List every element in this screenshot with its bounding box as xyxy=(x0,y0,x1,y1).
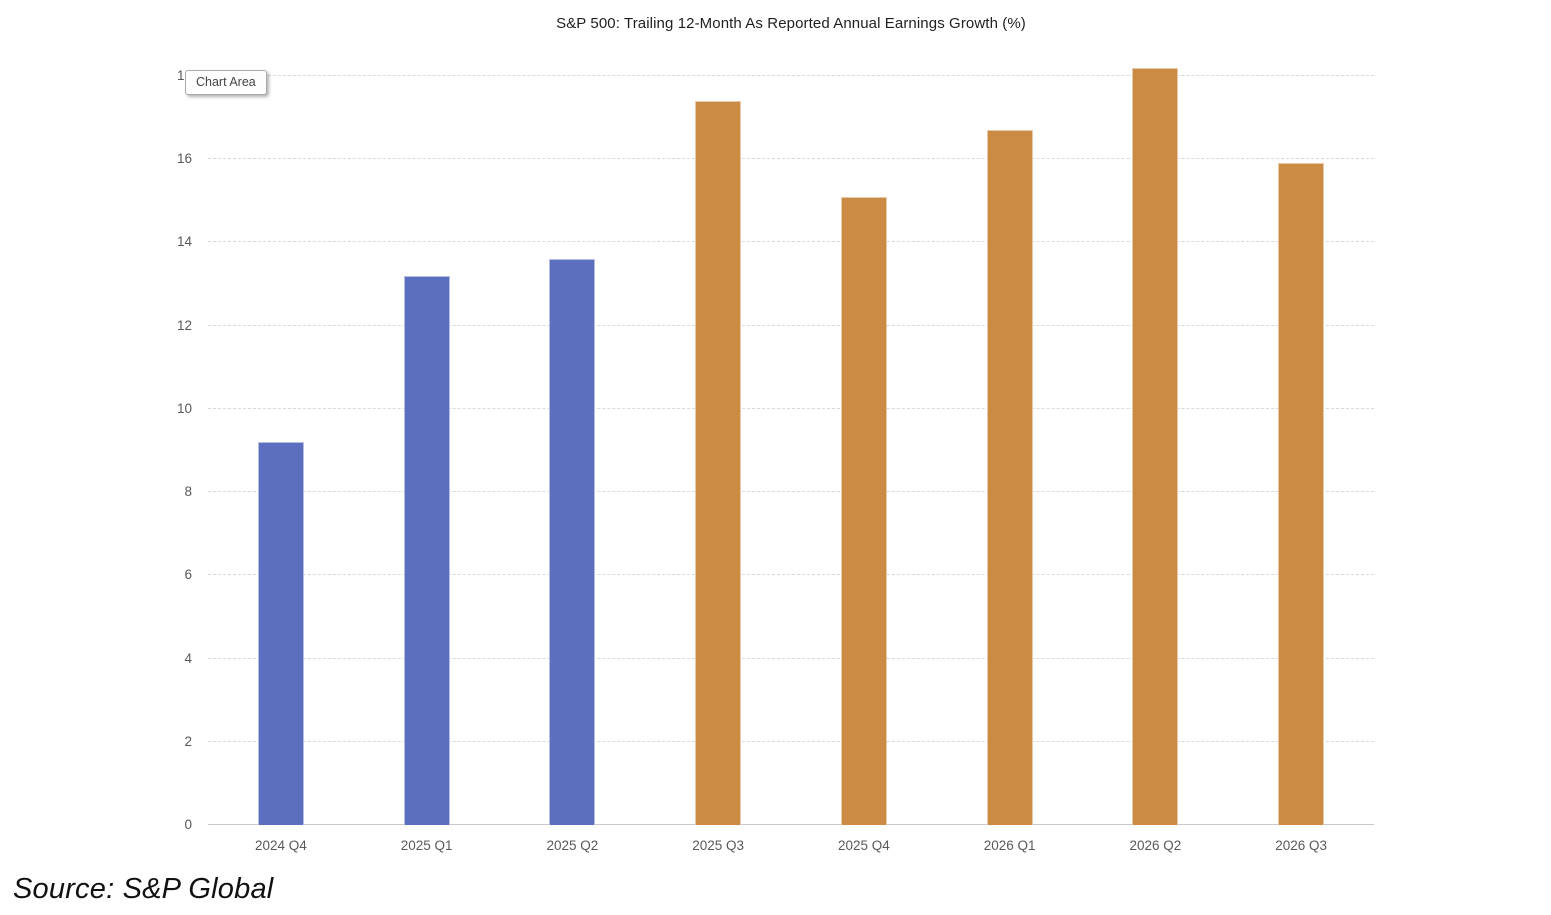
chart-area-tooltip: Chart Area xyxy=(185,70,267,95)
x-tick-label-2026-q2: 2026 Q2 xyxy=(1129,838,1182,853)
y-tick-label: 16 xyxy=(176,151,192,167)
x-tick-label-2024-q4: 2024 Q4 xyxy=(254,838,307,853)
y-tick-label: 10 xyxy=(176,400,192,416)
chart-title: S&P 500: Trailing 12-Month As Reported A… xyxy=(556,15,1026,32)
y-tick-label: 0 xyxy=(184,817,192,832)
y-tick-label: 8 xyxy=(184,484,192,500)
y-tick-label: 6 xyxy=(184,567,192,583)
gridline xyxy=(208,158,1374,160)
gridline xyxy=(208,407,1374,409)
gridline xyxy=(208,574,1374,576)
bar-2026-q1[interactable] xyxy=(986,130,1033,825)
x-axis-line xyxy=(208,824,1374,825)
bar-2026-q3[interactable] xyxy=(1278,163,1325,825)
y-tick-label: 14 xyxy=(176,234,192,250)
gridline xyxy=(208,324,1374,326)
bar-2025-q3[interactable] xyxy=(695,100,742,825)
bar-2025-q4[interactable] xyxy=(840,196,887,825)
gridline xyxy=(208,75,1374,76)
gridline xyxy=(208,241,1374,243)
x-tick-label-2026-q3: 2026 Q3 xyxy=(1275,838,1328,853)
chart-area-tooltip-label: Chart Area xyxy=(196,75,256,89)
y-tick-label: 4 xyxy=(184,650,192,666)
x-tick-label-2025-q2: 2025 Q2 xyxy=(546,838,599,853)
y-tick-label: 2 xyxy=(184,733,192,749)
bar-2025-q2[interactable] xyxy=(549,259,596,825)
bar-2024-q4[interactable] xyxy=(257,442,304,825)
x-tick-label-2025-q1: 2025 Q1 xyxy=(400,838,453,853)
gridline xyxy=(208,657,1374,659)
gridline xyxy=(208,740,1374,742)
bar-2025-q1[interactable] xyxy=(403,275,450,825)
y-tick-label: 12 xyxy=(176,317,192,333)
bar-2026-q2[interactable] xyxy=(1132,67,1179,825)
source-caption: Source: S&P Global xyxy=(13,873,274,905)
x-tick-label-2025-q3: 2025 Q3 xyxy=(692,838,745,853)
x-tick-label-2026-q1: 2026 Q1 xyxy=(983,838,1036,853)
x-tick-label-2025-q4: 2025 Q4 xyxy=(837,838,890,853)
gridline xyxy=(208,491,1374,493)
